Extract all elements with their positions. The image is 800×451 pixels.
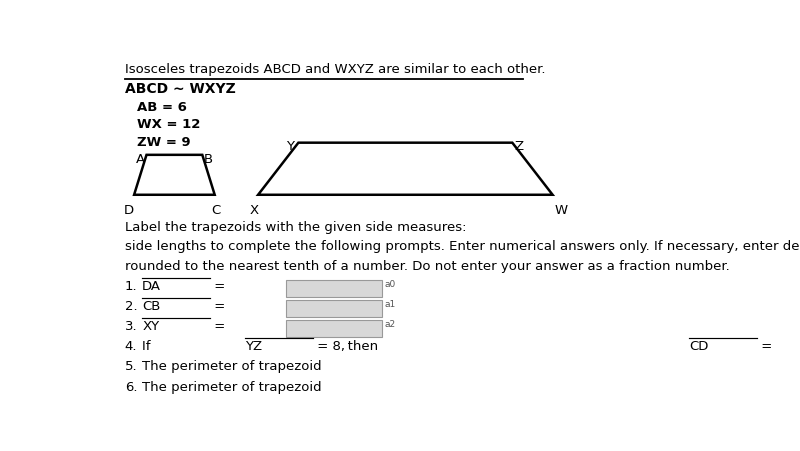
Text: = 8, then: = 8, then xyxy=(313,340,382,353)
Text: Y: Y xyxy=(286,140,294,153)
Text: =: = xyxy=(210,320,226,333)
Text: YZ: YZ xyxy=(245,340,262,353)
Text: a1: a1 xyxy=(384,300,395,309)
Text: =: = xyxy=(757,340,772,353)
Text: a0: a0 xyxy=(384,280,395,289)
Text: ZW = 9: ZW = 9 xyxy=(138,136,191,149)
Text: 5.: 5. xyxy=(125,360,138,373)
FancyBboxPatch shape xyxy=(286,320,382,337)
Text: AB = 6: AB = 6 xyxy=(138,101,187,114)
Text: W: W xyxy=(554,204,567,217)
Text: A: A xyxy=(136,153,145,166)
Text: The perimeter of trapezoid: The perimeter of trapezoid xyxy=(142,381,330,394)
Text: ABCD ∼ WXYZ: ABCD ∼ WXYZ xyxy=(125,82,235,96)
Text: Label the trapezoids with the given side measures:: Label the trapezoids with the given side… xyxy=(125,221,470,234)
Text: 1.: 1. xyxy=(125,280,138,293)
Text: 2.: 2. xyxy=(125,300,138,313)
Text: a2: a2 xyxy=(384,320,395,329)
Text: If: If xyxy=(142,340,155,353)
Text: The perimeter of trapezoid: The perimeter of trapezoid xyxy=(142,360,330,373)
Text: =: = xyxy=(210,300,226,313)
Text: 3.: 3. xyxy=(125,320,138,333)
FancyBboxPatch shape xyxy=(286,300,382,317)
Text: C: C xyxy=(211,204,220,217)
Text: Z: Z xyxy=(514,140,523,153)
FancyBboxPatch shape xyxy=(286,280,382,296)
Text: WX = 12: WX = 12 xyxy=(138,118,201,131)
Text: 6.: 6. xyxy=(125,381,138,394)
Text: D: D xyxy=(123,204,134,217)
Text: XY: XY xyxy=(142,320,159,333)
Text: Isosceles trapezoids ABCD and WXYZ are similar to each other.: Isosceles trapezoids ABCD and WXYZ are s… xyxy=(125,63,546,76)
Text: rounded to the nearest tenth of a number. Do not enter your answer as a fraction: rounded to the nearest tenth of a number… xyxy=(125,260,730,273)
Text: DA: DA xyxy=(142,280,161,293)
Text: =: = xyxy=(210,280,226,293)
Text: 4.: 4. xyxy=(125,340,138,353)
Text: CB: CB xyxy=(142,300,161,313)
Text: B: B xyxy=(204,153,214,166)
Text: CD: CD xyxy=(689,340,708,353)
Text: X: X xyxy=(250,204,259,217)
Text: side lengths to complete the following prompts. Enter numerical answers only. If: side lengths to complete the following p… xyxy=(125,240,800,253)
